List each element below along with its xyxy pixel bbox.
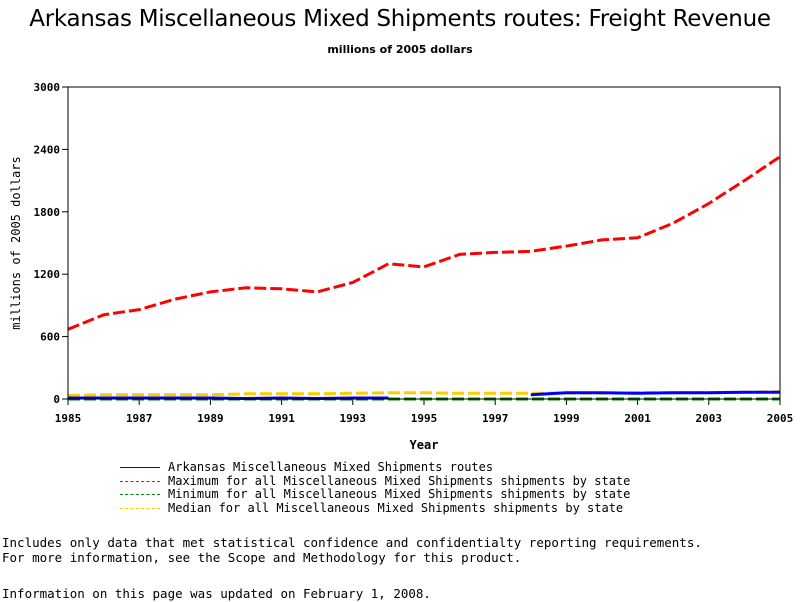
page-subtitle: millions of 2005 dollars xyxy=(327,43,473,56)
x-tick-label: 1995 xyxy=(411,412,438,425)
legend-item: Maximum for all Miscellaneous Mixed Ship… xyxy=(120,473,631,489)
x-tick-label: 2001 xyxy=(624,412,651,425)
y-tick-label: 2400 xyxy=(34,143,61,156)
series-line xyxy=(68,396,389,401)
legend-item: Median for all Miscellaneous Mixed Shipm… xyxy=(120,500,630,516)
page-title: Arkansas Miscellaneous Mixed Shipments r… xyxy=(29,6,771,32)
x-tick-label: 1989 xyxy=(197,412,224,425)
legend-label: Minimum for all Miscellaneous Mixed Ship… xyxy=(168,487,631,501)
footnote: Includes only data that met statistical … xyxy=(2,535,702,565)
chart-legend: Arkansas Miscellaneous Mixed Shipments r… xyxy=(120,460,631,516)
footnote-line: Includes only data that met statistical … xyxy=(2,535,702,550)
footnote-line: For more information, see the Scope and … xyxy=(2,549,522,565)
x-tick-label: 1985 xyxy=(55,412,82,425)
y-axis: 0 600 1200 1800 2400 3000 xyxy=(34,81,68,406)
legend-item: Minimum for all Miscellaneous Mixed Ship… xyxy=(120,487,631,502)
legend-swatch-blue xyxy=(120,467,160,469)
plot-frame xyxy=(67,86,781,400)
legend-label: Median for all Miscellaneous Mixed Shipm… xyxy=(168,500,624,515)
series-line xyxy=(67,155,781,331)
x-tick-label: 1987 xyxy=(126,412,153,425)
line-chart: 0 600 1200 1800 2400 3000 1985 1987 1989 1991 199… xyxy=(9,81,794,452)
x-tick-label: 2003 xyxy=(696,412,723,425)
update-note: Information on this page was updated on … xyxy=(2,586,431,601)
series-lines xyxy=(67,155,781,401)
y-tick-label: 0 xyxy=(53,393,60,406)
y-tick-label: 1800 xyxy=(34,206,61,219)
y-tick-label: 600 xyxy=(40,331,60,344)
y-axis-label: millions of 2005 dollars xyxy=(9,156,23,329)
x-tick-label: 1997 xyxy=(482,412,509,425)
x-axis: 1985 1987 1989 1991 1993 1995 1997 1999 2001 2003… xyxy=(55,399,794,425)
x-tick-label: 1991 xyxy=(268,412,295,425)
x-tick-label: 2005 xyxy=(767,412,794,425)
series-line xyxy=(530,390,780,397)
y-tick-label: 3000 xyxy=(34,81,61,94)
x-tick-label: 1999 xyxy=(553,412,580,425)
x-axis-label: Year xyxy=(410,438,439,452)
legend-item: Arkansas Miscellaneous Mixed Shipments r… xyxy=(120,460,630,475)
legend-swatch-red xyxy=(120,480,160,482)
legend-swatch-yellow xyxy=(120,507,160,509)
x-tick-label: 1993 xyxy=(340,412,367,425)
legend-label: Maximum for all Miscellaneous Mixed Ship… xyxy=(168,473,631,488)
legend-swatch-green xyxy=(120,494,160,496)
legend-label: Arkansas Miscellaneous Mixed Shipments r… xyxy=(168,460,494,474)
y-tick-label: 1200 xyxy=(34,268,61,281)
